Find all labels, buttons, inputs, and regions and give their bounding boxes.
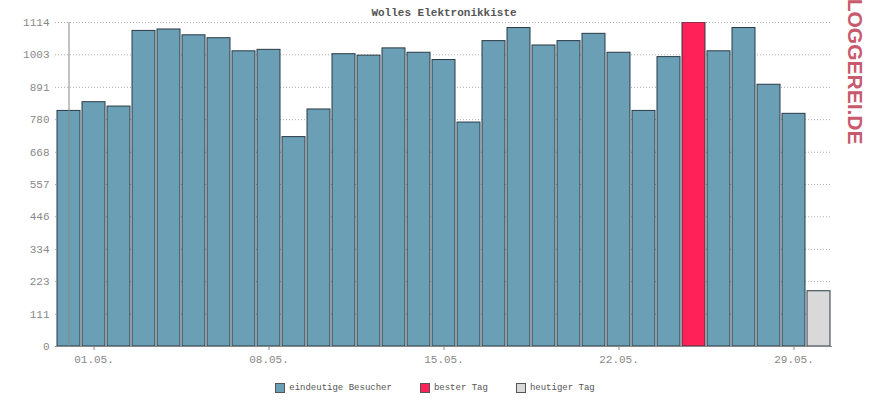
svg-text:08.05.: 08.05. [249, 354, 289, 366]
svg-text:557: 557 [30, 179, 50, 191]
svg-text:446: 446 [30, 211, 50, 223]
svg-text:29.05.: 29.05. [774, 354, 814, 366]
html-text:bester Tag: bester Tag [433, 382, 488, 393]
svg-text:15.05.: 15.05. [424, 354, 464, 366]
svg-text:0: 0 [43, 341, 50, 353]
svg-text:Wolles Elektronikkiste: Wolles Elektronikkiste [371, 7, 517, 19]
svg-text:668: 668 [30, 147, 50, 159]
svg-text:111: 111 [30, 309, 50, 321]
svg-text:891: 891 [30, 82, 50, 94]
svg-text:1003: 1003 [23, 49, 49, 61]
svg-text:223: 223 [30, 276, 50, 288]
svg-text:BLOGGEREI.DE: BLOGGEREI.DE [844, 0, 867, 145]
svg-text:01.05.: 01.05. [74, 354, 114, 366]
svg-text:334: 334 [30, 244, 50, 256]
svg-text:22.05.: 22.05. [599, 354, 639, 366]
svg-text:1114: 1114 [23, 17, 50, 29]
html-text:heutiger Tag: heutiger Tag [529, 382, 595, 393]
html-text:eindeutige Besucher: eindeutige Besucher [289, 382, 392, 393]
svg-text:780: 780 [30, 114, 50, 126]
